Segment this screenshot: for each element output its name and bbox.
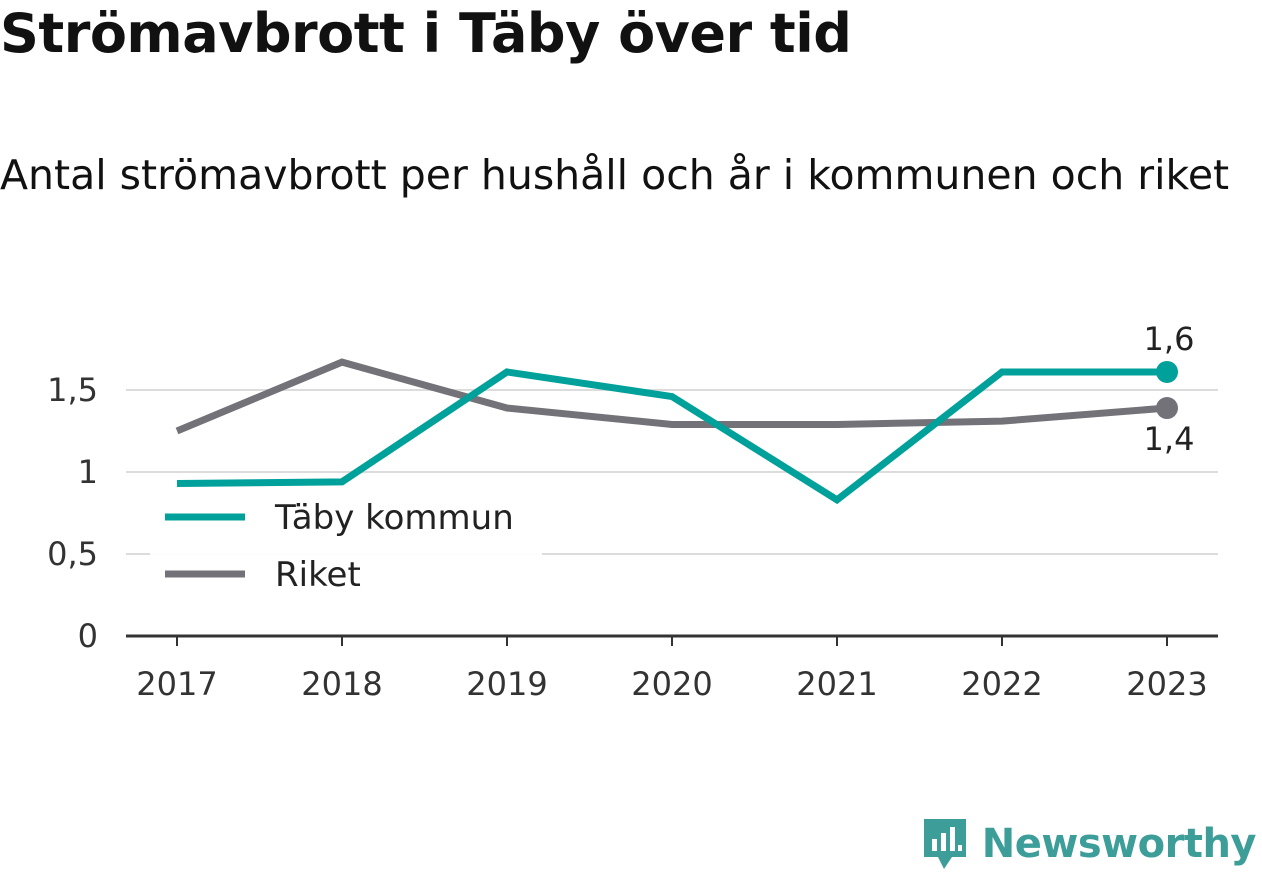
legend-label: Riket: [275, 555, 361, 595]
end-point-riket: [1156, 397, 1178, 420]
series-line-riket: [175, 358, 1168, 435]
x-tick-label: 2022: [961, 665, 1042, 703]
x-tick-label: 2023: [1126, 665, 1207, 703]
legend-box: [150, 490, 542, 604]
end-label: 1,6: [1144, 320, 1195, 358]
legend-label: Täby kommun: [274, 498, 514, 538]
x-tick-label: 2021: [796, 665, 877, 703]
end-point-täby-kommun: [1156, 360, 1178, 383]
x-tick-label: 2020: [631, 665, 712, 703]
x-tick-label: 2019: [466, 665, 547, 703]
newsworthy-logo-icon: [923, 819, 966, 869]
end-label: 1,4: [1144, 420, 1195, 458]
y-tick-label: 0: [78, 617, 98, 655]
brand: Newsworthy: [920, 815, 1257, 873]
series-line-täby-kommun: [176, 368, 1167, 505]
brand-name: Newsworthy: [981, 821, 1257, 867]
chart-subtitle: Antal strömavbrott per hushåll och år i …: [0, 151, 1230, 199]
y-tick-label: 1,5: [47, 371, 98, 409]
x-tick-label: 2018: [301, 665, 382, 703]
x-tick-label: 2017: [136, 665, 217, 703]
chart-title: Strömavbrott i Täby över tid: [0, 2, 852, 65]
y-tick-label: 0,5: [47, 535, 98, 573]
y-tick-label: 1: [78, 453, 98, 491]
